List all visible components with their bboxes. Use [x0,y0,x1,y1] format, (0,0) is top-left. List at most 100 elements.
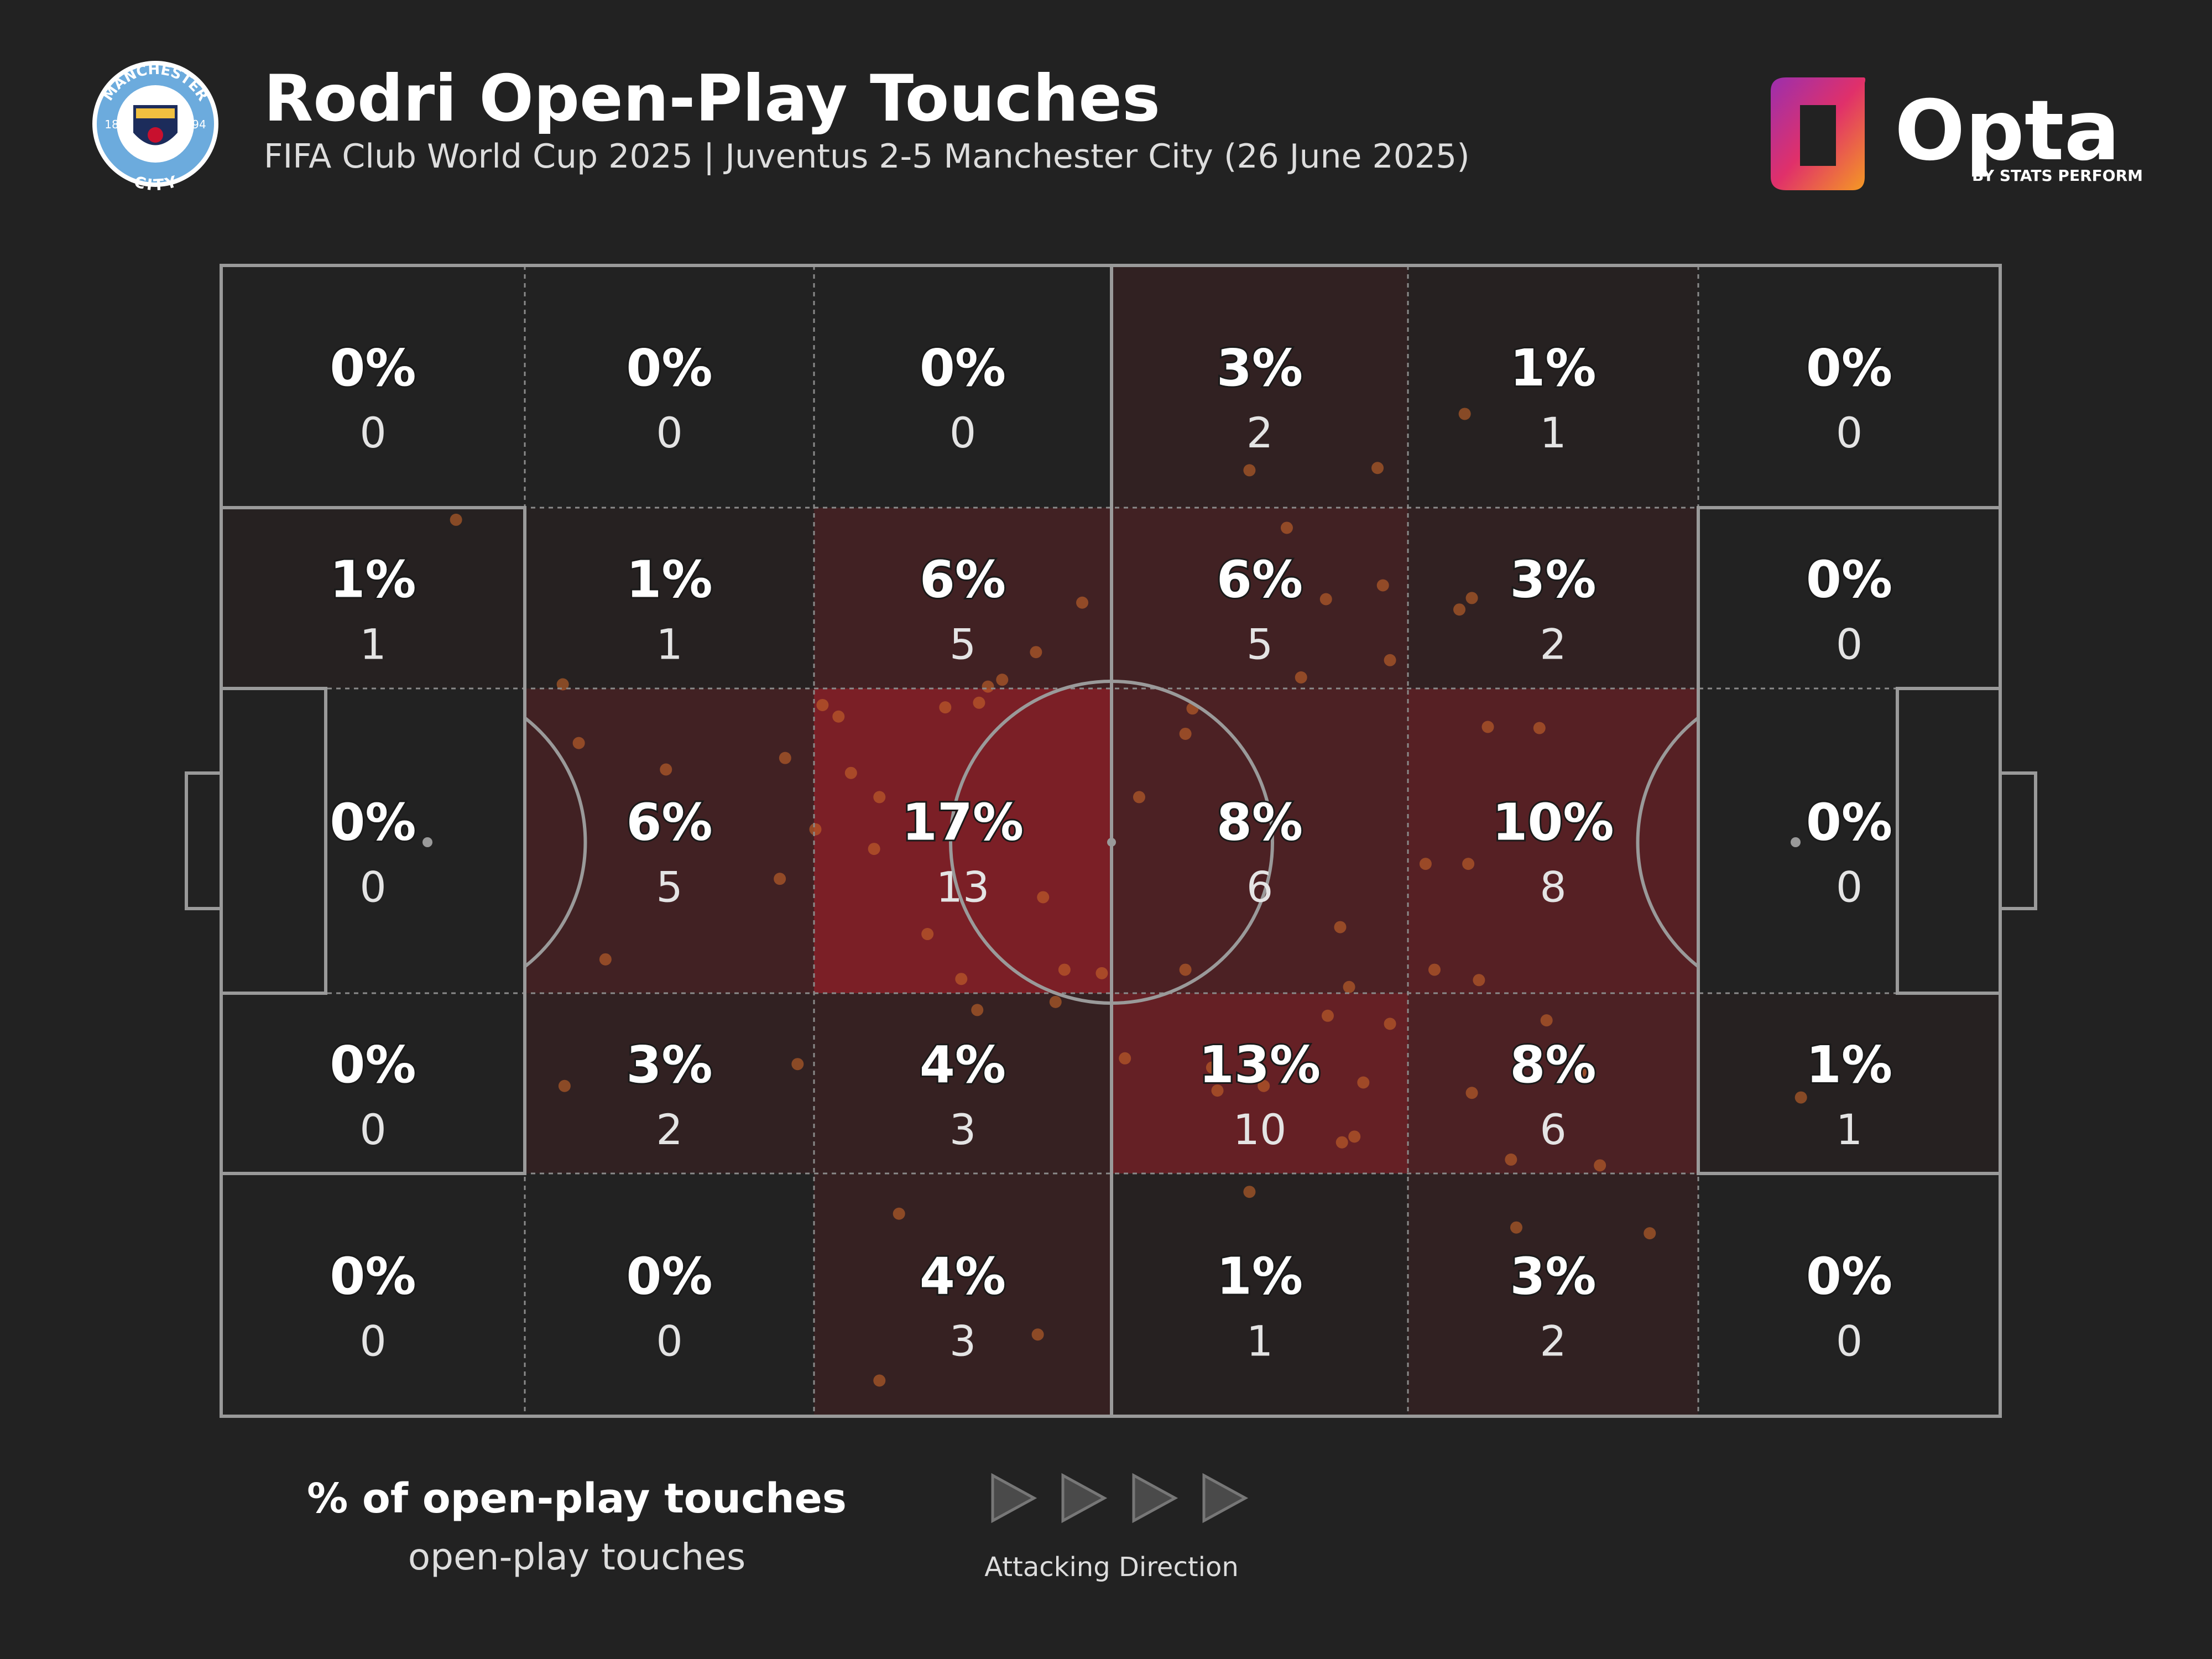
direction-label: Attacking Direction [984,1552,1239,1583]
cell-percent: 0% [1806,550,1892,609]
cell-count: 6 [1246,863,1273,912]
touch-dot [1644,1227,1656,1240]
cell-count: 2 [656,1105,682,1154]
cell-count: 1 [1540,408,1566,457]
cell-count: 0 [359,863,386,912]
touch-dot [1510,1221,1522,1234]
penalty-arc [524,716,587,968]
touch-dot [1095,967,1108,979]
touch-dot [1458,408,1471,420]
touch-dot [1243,1186,1256,1198]
cell-count: 2 [1540,1317,1566,1366]
cell-count: 0 [1836,1317,1863,1366]
brand-logo: Opta BY STATS PERFORM [1771,77,2143,190]
touch-dot [1058,963,1071,976]
touch-dot [1030,646,1042,659]
touch-dot [816,698,829,711]
crest: MANCHESTER CITY 18 94 [92,61,218,194]
brand-name: Opta [1895,83,2120,179]
goal [1999,771,2037,910]
touches [450,408,1807,1387]
touch-dot [1319,593,1332,606]
crest-year: 18 [105,118,118,131]
touch-dot [1384,1018,1396,1030]
touch-dot [1031,1328,1044,1341]
touch-dot [1540,1014,1553,1027]
touch-dot [1371,462,1384,474]
touch-dot [1049,995,1062,1008]
cell-count: 3 [950,1105,976,1154]
cell-percent: 0% [330,338,416,398]
touch-dot [1481,721,1494,733]
touch-dot [1343,980,1355,993]
touch-dot [779,752,791,764]
cell-percent: 1% [330,550,416,609]
touch-dot [832,710,845,723]
touch-dot [873,791,886,804]
touch-dot [1465,592,1478,604]
cell-count: 2 [1540,620,1566,669]
cell-percent: 1% [626,550,712,609]
cell-count: 0 [1836,863,1863,912]
touch-dot [1473,974,1485,987]
direction-arrows [991,1473,1249,1524]
touch-dot [996,674,1009,686]
touch-dot [1465,1087,1478,1099]
cell-percent: 10% [1492,793,1614,852]
touch-dot [1594,1159,1606,1172]
touch-dot [1384,654,1396,666]
cell-labels: 0%00%00%03%21%10%01%11%16%56%53%20%00%06… [328,337,1894,1366]
penalty-spot [1791,837,1801,847]
legend-title: % of open-play touches [307,1475,847,1522]
cell-count: 0 [656,1317,682,1366]
heat-cell [1112,265,1408,508]
crest-ship [136,108,175,118]
cell-count: 5 [1246,620,1273,669]
cell-count: 0 [359,1105,386,1154]
cell-count: 8 [1540,863,1566,912]
touch-dot [556,678,569,691]
touch-dot [873,1374,886,1387]
touch-dot [1280,521,1293,534]
touch-dot [1037,891,1050,904]
cell-count: 0 [1836,408,1863,457]
touch-dot [1574,1066,1587,1078]
cell-percent: 0% [1806,338,1892,398]
touch-dot [973,696,985,709]
touch-dot [774,873,786,885]
touch-dot [1348,1130,1361,1143]
heat-cell [1408,688,1698,993]
touch-dot [1211,1084,1224,1097]
touch-dot [1321,1009,1334,1022]
arrow [991,1473,1037,1524]
heat-cell [1408,1173,1698,1416]
brand-icon [1771,77,1866,190]
cell-percent: 1% [1510,338,1596,398]
cell-count: 5 [656,863,682,912]
touch-dot [599,953,612,966]
cell-percent: 1% [1217,1247,1303,1306]
cell-percent: 8% [1510,1035,1596,1094]
touch-dot [982,680,994,693]
heat-cell [1112,508,1408,688]
crest-bottom: CITY [132,172,179,194]
touch-dot [660,763,672,776]
cell-percent: 0% [920,338,1006,398]
touch-dot [572,737,585,749]
heat-cell [1112,688,1408,993]
cell-count: 5 [950,620,976,669]
touch-dot [971,1004,984,1016]
legend-subtitle: open-play touches [408,1536,745,1578]
arrow [1132,1473,1178,1524]
touch-dot [1505,1153,1517,1166]
touch-dot [844,766,857,779]
touch-dot [1334,921,1347,933]
crest-rose [148,127,163,143]
cell-count: 0 [359,408,386,457]
touch-dot [1419,858,1432,870]
cell-percent: 3% [1510,550,1596,609]
heat-cell [525,993,814,1173]
cell-percent: 0% [1806,793,1892,852]
centre-circle [949,680,1274,1005]
